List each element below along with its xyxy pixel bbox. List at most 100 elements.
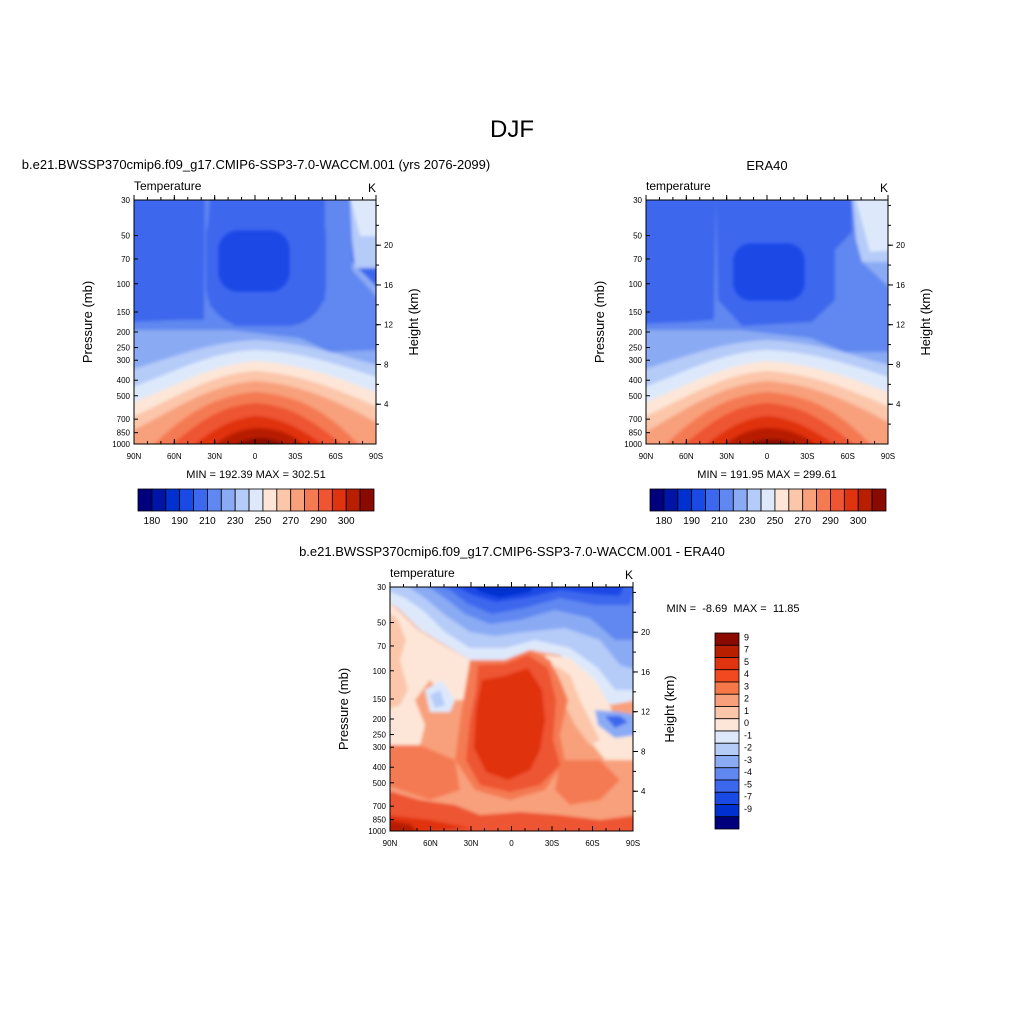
x-tick-label: 0 [509,839,514,848]
panel-era40-title: ERA40 [746,158,787,173]
colorbar-swatch [318,488,333,512]
panel-model-field [134,200,376,444]
colorbar-label: 270 [282,516,299,527]
colorbar-swatch [304,488,319,512]
colorbar-swatch [276,488,292,512]
colorbar-swatch [714,816,740,830]
colorbar-swatch [714,644,740,658]
y-tick-label: 400 [373,763,387,772]
colorbar-swatch [151,488,167,512]
height-tick-label: 16 [896,281,905,290]
x-tick-label: 60N [679,452,694,461]
colorbar-swatch [788,488,804,512]
panel-difference-ylabel-right: Height (km) [662,675,677,742]
panel-model-title: b.e21.BWSSP370cmip6.f09_g17.CMIP6-SSP3-7… [22,157,490,172]
y-tick-label: 1000 [368,827,386,836]
panel-difference-title: b.e21.BWSSP370cmip6.f09_g17.CMIP6-SSP3-7… [299,544,725,559]
y-tick-label: 70 [377,642,386,651]
x-tick-label: 60S [841,452,855,461]
panel-difference-units-label: K [625,568,633,582]
y-tick-label: 400 [629,376,643,385]
x-tick-label: 60S [585,839,599,848]
colorbar-label: -1 [744,730,752,740]
colorbar-swatch [719,488,734,512]
colorbar-label: 2 [744,694,749,704]
y-tick-label: 500 [629,392,643,401]
y-tick-label: 850 [629,429,643,438]
colorbar-label: -5 [744,779,752,789]
y-tick-label: 150 [373,695,387,704]
x-tick-label: 90S [626,839,640,848]
colorbar-swatch [714,693,740,707]
colorbar-swatch [262,488,278,512]
colorbar-label: -7 [744,792,752,802]
height-tick-label: 20 [384,241,393,250]
colorbar-swatch [290,488,305,512]
height-tick-label: 4 [896,400,901,409]
panel-model-ylabel-right: Height (km) [406,288,421,355]
x-tick-label: 0 [253,452,258,461]
colorbar-label: 5 [744,657,749,667]
panel-era40-field [646,200,888,444]
colorbar-swatch [774,488,790,512]
colorbar-swatch [359,488,375,512]
x-tick-label: 30S [288,452,302,461]
colorbar-label: 250 [255,516,272,527]
panel-difference-ylabel: Pressure (mb) [336,668,351,750]
panel-era40-ylabel-right: Height (km) [918,288,933,355]
y-tick-label: 500 [117,392,131,401]
height-tick-label: 4 [384,400,389,409]
colorbar-swatch [871,488,887,512]
x-tick-label: 60N [423,839,438,848]
colorbar-swatch [677,488,693,512]
colorbar-swatch [179,488,194,512]
colorbar-label: 4 [744,669,749,679]
colorbar-label: -2 [744,743,752,753]
x-tick-label: 0 [765,452,770,461]
y-tick-label: 70 [633,255,642,264]
x-tick-label: 90N [383,839,398,848]
colorbar-swatch [714,730,740,744]
y-tick-label: 500 [373,779,387,788]
x-tick-label: 30N [464,839,479,848]
panel-model-units-label: K [368,181,376,195]
colorbar-label: 210 [711,516,728,527]
colorbar-label: 1 [744,706,749,716]
height-tick-label: 16 [384,281,393,290]
height-tick-label: 20 [641,628,650,637]
panel-difference-field [390,587,633,831]
panel-model-stats: MIN = 192.39 MAX = 302.51 [186,469,325,481]
panel-difference-variable-label: temperature [390,566,455,580]
x-tick-label: 90S [881,452,895,461]
height-tick-label: 20 [896,241,905,250]
height-tick-label: 8 [641,747,646,756]
height-tick-label: 12 [896,321,905,330]
y-tick-label: 50 [633,232,642,241]
y-tick-label: 300 [629,356,643,365]
colorbar-label: 230 [227,516,244,527]
colorbar-swatch [760,488,776,512]
y-tick-label: 700 [117,415,131,424]
y-tick-label: 200 [373,715,387,724]
colorbar-swatch [802,488,817,512]
y-tick-label: 200 [629,328,643,337]
colorbar-swatch [714,718,740,732]
colorbar-swatch [732,488,748,512]
x-tick-label: 90S [369,452,383,461]
y-tick-label: 200 [117,328,131,337]
colorbar-label: 300 [338,516,355,527]
colorbar-label: 180 [144,516,161,527]
panel-era40: ERA40 temperature K [592,158,933,527]
colorbar-swatch [714,632,740,646]
y-tick-label: 850 [373,816,387,825]
colorbar-swatch [714,779,740,793]
x-tick-label: 30S [800,452,814,461]
x-tick-label: 60N [167,452,182,461]
colorbar-label: -3 [744,755,752,765]
height-tick-label: 12 [641,708,650,717]
panel-difference-colorbar: 9 7 5 4 3 2 1 0 -1 -2 -3 -4 -5 -7 -9 [714,632,752,830]
x-tick-label: 60S [329,452,343,461]
y-tick-label: 70 [121,255,130,264]
colorbar-swatch [714,681,740,695]
